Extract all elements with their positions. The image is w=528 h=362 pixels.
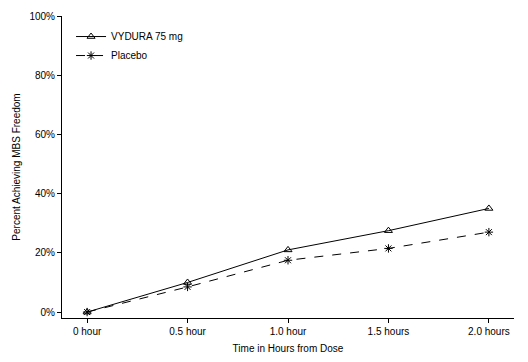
svg-text:20%: 20% xyxy=(35,247,55,258)
svg-text:1.0 hour: 1.0 hour xyxy=(270,326,307,337)
svg-text:Percent Achieving MBS Freedom: Percent Achieving MBS Freedom xyxy=(11,93,22,240)
svg-text:0.5 hour: 0.5 hour xyxy=(169,326,206,337)
svg-text:Placebo: Placebo xyxy=(111,50,148,61)
svg-text:Time in Hours from Dose: Time in Hours from Dose xyxy=(233,343,344,354)
svg-text:0%: 0% xyxy=(41,307,56,318)
svg-text:100%: 100% xyxy=(29,11,55,22)
svg-text:1.5 hours: 1.5 hours xyxy=(368,326,410,337)
svg-text:40%: 40% xyxy=(35,188,55,199)
svg-text:VYDURA 75 mg: VYDURA 75 mg xyxy=(111,31,183,42)
svg-text:0 hour: 0 hour xyxy=(73,326,102,337)
svg-text:2.0 hours: 2.0 hours xyxy=(468,326,510,337)
svg-text:60%: 60% xyxy=(35,129,55,140)
svg-text:80%: 80% xyxy=(35,70,55,81)
